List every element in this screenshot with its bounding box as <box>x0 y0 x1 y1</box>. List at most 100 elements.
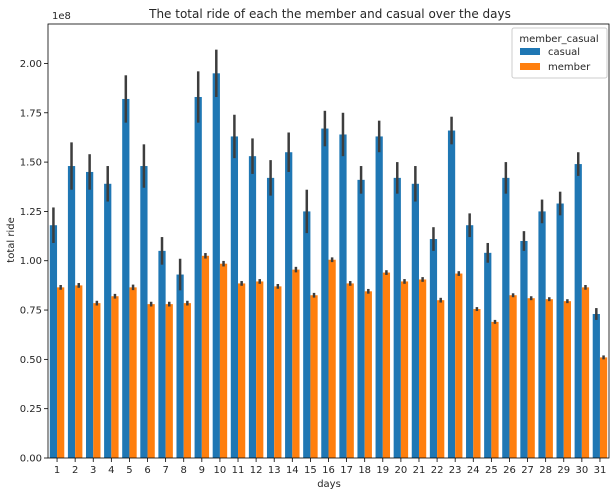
bar-member-day-22 <box>437 300 445 458</box>
legend-label-casual: casual <box>548 47 580 58</box>
bar-casual-day-31 <box>592 313 600 458</box>
bar-casual-day-26 <box>502 177 510 458</box>
bar-casual-day-21 <box>411 183 419 459</box>
bar-member-day-9 <box>201 255 210 458</box>
y-tick-label: 0.50 <box>20 355 42 366</box>
x-tick-label: 16 <box>322 465 335 476</box>
x-tick-label: 31 <box>594 465 607 476</box>
x-tick-label: 3 <box>90 465 96 476</box>
bar-member-day-19 <box>382 272 391 458</box>
legend: member_casual casual member <box>511 27 608 79</box>
bar-member-day-1 <box>57 287 65 458</box>
legend-title: member_casual <box>519 34 598 45</box>
x-tick-label: 27 <box>521 465 534 476</box>
x-tick-label: 19 <box>376 465 389 476</box>
bar-member-day-24 <box>473 309 481 458</box>
x-tick-label: 20 <box>395 465 408 476</box>
bar-member-day-25 <box>491 321 499 458</box>
bar-casual-day-11 <box>230 136 239 459</box>
bar-casual-day-24 <box>466 225 474 458</box>
bar-casual-day-25 <box>484 252 492 458</box>
x-tick-label: 29 <box>557 465 570 476</box>
y-tick-label: 1.75 <box>20 108 42 119</box>
y-tick-label: 1.50 <box>20 158 42 169</box>
bar-member-day-10 <box>219 263 228 458</box>
x-tick-label: 23 <box>449 465 462 476</box>
y-tick-label: 0.75 <box>20 306 42 317</box>
legend-label-member: member <box>548 62 591 73</box>
bar-member-day-23 <box>455 273 463 458</box>
bars-group <box>49 49 608 459</box>
bar-member-day-14 <box>292 269 300 458</box>
x-axis-label: days <box>317 479 341 490</box>
bar-member-day-5 <box>129 287 137 458</box>
axes-group: 0.000.250.500.751.001.251.501.752.001 2 3 4… <box>20 23 610 476</box>
bar-member-day-12 <box>256 281 264 458</box>
chart-title: The total ride of each the member and ca… <box>148 7 511 21</box>
bar-member-day-28 <box>545 299 553 458</box>
bar-member-day-29 <box>563 301 571 458</box>
bar-member-day-13 <box>274 286 282 458</box>
bar-casual-day-30 <box>574 164 582 458</box>
legend-swatch-member <box>520 63 540 70</box>
bar-casual-day-9 <box>194 96 202 458</box>
bar-casual-day-28 <box>538 211 546 458</box>
bar-member-day-20 <box>400 281 409 458</box>
bar-member-day-17 <box>346 283 354 458</box>
bar-casual-day-12 <box>248 156 257 458</box>
bar-member-day-26 <box>509 295 517 458</box>
legend-swatch-casual <box>520 48 540 55</box>
x-tick-label: 14 <box>286 465 299 476</box>
bar-casual-day-5 <box>122 98 130 459</box>
bar-member-day-3 <box>93 303 101 458</box>
bar-casual-day-6 <box>140 166 148 458</box>
bar-member-day-15 <box>310 295 318 458</box>
bar-casual-day-10 <box>212 73 220 459</box>
bar-member-day-4 <box>111 296 119 458</box>
bar-member-day-18 <box>364 291 372 458</box>
y-tick-label: 0.00 <box>20 454 42 465</box>
x-tick-label: 10 <box>214 465 227 476</box>
bar-casual-day-7 <box>158 250 166 458</box>
y-tick-label: 1.25 <box>20 207 42 218</box>
x-tick-label: 26 <box>503 465 516 476</box>
x-tick-label: 15 <box>304 465 317 476</box>
bar-casual-day-27 <box>520 241 528 458</box>
y-offset-label: 1e8 <box>52 11 71 22</box>
y-tick-label: 1.00 <box>20 256 42 267</box>
x-tick-label: 22 <box>431 465 444 476</box>
x-tick-label: 6 <box>144 465 150 476</box>
bar-member-day-2 <box>75 285 83 458</box>
x-tick-label: 17 <box>340 465 353 476</box>
bar-member-day-27 <box>527 298 535 458</box>
y-tick-label: 0.25 <box>20 404 42 415</box>
bar-member-day-30 <box>581 287 590 458</box>
bar-member-day-16 <box>328 259 336 458</box>
y-axis-label: total ride <box>6 217 17 262</box>
bar-casual-day-1 <box>49 225 58 458</box>
bar-casual-day-13 <box>266 177 275 458</box>
x-tick-label: 28 <box>539 465 552 476</box>
bar-casual-day-15 <box>303 211 311 458</box>
bar-casual-day-23 <box>447 130 456 458</box>
bar-casual-day-18 <box>357 179 365 458</box>
bar-member-day-31 <box>599 357 608 458</box>
bar-casual-day-8 <box>176 274 184 458</box>
bar-casual-day-29 <box>556 203 564 458</box>
bar-casual-day-16 <box>321 128 329 458</box>
bar-member-day-6 <box>147 304 155 458</box>
bar-casual-day-20 <box>393 177 401 458</box>
x-tick-label: 18 <box>358 465 371 476</box>
x-tick-label: 24 <box>467 465 480 476</box>
bar-member-day-21 <box>418 279 427 458</box>
bar-casual-day-22 <box>429 239 438 458</box>
x-tick-label: 30 <box>575 465 588 476</box>
bar-casual-day-17 <box>339 134 347 459</box>
bar-casual-day-2 <box>67 166 76 458</box>
x-tick-label: 2 <box>72 465 78 476</box>
x-tick-label: 5 <box>126 465 132 476</box>
x-tick-label: 9 <box>199 465 205 476</box>
bar-casual-day-4 <box>104 183 112 459</box>
